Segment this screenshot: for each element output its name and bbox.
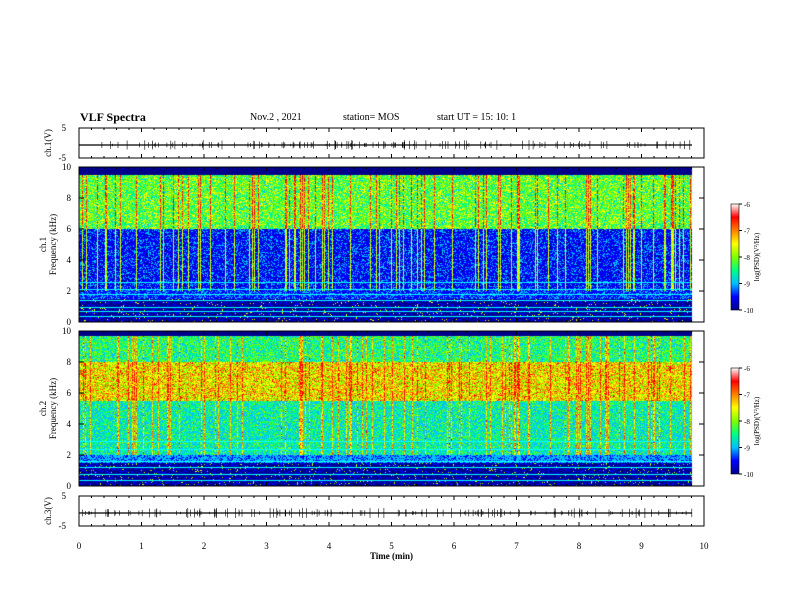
colorbar-tick-label: -8 xyxy=(744,418,750,426)
colorbar-label: log(PSD)(V²/Hz) xyxy=(753,232,761,281)
ch1-waveform-ylabel: ch.1(V) xyxy=(43,129,53,157)
x-tick-label: 1 xyxy=(139,541,144,551)
x-tick-label: 3 xyxy=(264,541,269,551)
colorbar-label: log(PSD)(V²/Hz) xyxy=(753,396,761,445)
colorbar-tick-label: -7 xyxy=(744,228,750,236)
ch2-spectrogram-ytick-label: 2 xyxy=(67,450,72,460)
ch1-spectrogram-ytick-label: 4 xyxy=(67,255,72,265)
station-label: station= MOS xyxy=(343,112,400,123)
ch3-waveform-ylabel: ch.3(V) xyxy=(43,497,53,525)
ch1-spectrogram-ytick-label: 10 xyxy=(62,162,72,172)
ch2-spectrogram-image xyxy=(79,331,704,486)
colorbar-2 xyxy=(730,367,740,475)
x-tick-label: 7 xyxy=(514,541,519,551)
ch2-spectrogram-ytick-label: 6 xyxy=(67,388,72,398)
x-tick-label: 10 xyxy=(700,541,710,551)
ch1-spectrogram-image xyxy=(79,167,704,322)
colorbar-tick-label: -6 xyxy=(744,365,750,373)
x-tick-label: 0 xyxy=(77,541,82,551)
figure-title: VLF Spectra xyxy=(80,110,146,124)
ch3-waveform-spikes xyxy=(82,508,693,518)
x-axis-label: Time (min) xyxy=(370,551,413,561)
ch1-spectrogram-ytick-label: 6 xyxy=(67,224,72,234)
ch3-waveform-ytick-label: -5 xyxy=(59,521,67,531)
ch2-spectrogram-ylabel-frequency: Frequency (kHz) xyxy=(48,378,58,439)
x-tick-label: 5 xyxy=(389,541,394,551)
colorbar-tick-label: -7 xyxy=(744,392,750,400)
colorbar-tick-label: -9 xyxy=(744,445,750,453)
ch1-waveform-ytick-label: -5 xyxy=(59,153,67,163)
ch1-spectrogram-ytick-label: 2 xyxy=(67,286,72,296)
ch1-spectrogram-ytick-label: 8 xyxy=(67,193,72,203)
ch3-waveform-frame xyxy=(78,495,705,527)
colorbar-tick-label: -10 xyxy=(744,307,754,315)
ch1-waveform-ytick-label: 5 xyxy=(62,123,67,133)
ch2-spectrogram-ytick-label: 10 xyxy=(62,326,72,336)
x-tick-label: 4 xyxy=(327,541,332,551)
ch3-waveform-ytick-label: 5 xyxy=(62,491,67,501)
colorbar-tick-label: -6 xyxy=(744,201,750,209)
colorbar-tick-label: -8 xyxy=(744,254,750,262)
start-time-label: start UT = 15: 10: 1 xyxy=(437,112,517,123)
x-tick-label: 9 xyxy=(639,541,644,551)
x-tick-label: 2 xyxy=(202,541,207,551)
x-tick-label: 8 xyxy=(577,541,582,551)
x-tick-label: 6 xyxy=(452,541,457,551)
ch2-spectrogram-ytick-label: 8 xyxy=(67,357,72,367)
colorbar-1 xyxy=(730,203,740,311)
ch1-spectrogram-ytick-label: 0 xyxy=(67,317,72,327)
ch2-spectrogram-ytick-label: 0 xyxy=(67,481,72,491)
colorbar-tick-label: -10 xyxy=(744,471,754,479)
ch1-spectrogram-ylabel-frequency: Frequency (kHz) xyxy=(48,214,58,275)
date-label: Nov.2 , 2021 xyxy=(250,112,302,123)
ch2-spectrogram-ylabel-channel: ch.2 xyxy=(38,401,48,416)
ch1-waveform-spikes xyxy=(101,140,691,150)
colorbar-tick-label: -9 xyxy=(744,281,750,289)
ch1-spectrogram-ylabel-channel: ch.1 xyxy=(38,237,48,252)
ch2-spectrogram-ytick-label: 4 xyxy=(67,419,72,429)
